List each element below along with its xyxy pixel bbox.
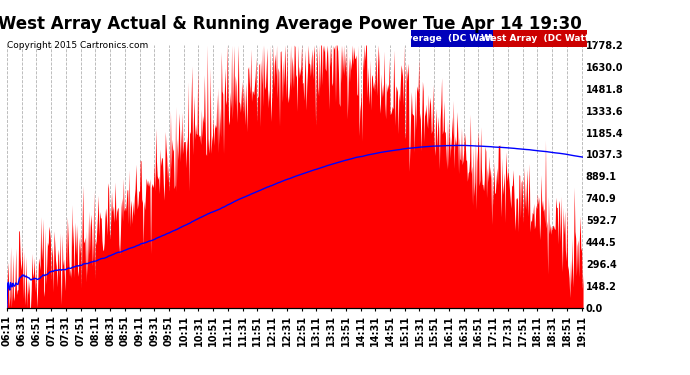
Text: Average  (DC Watts): Average (DC Watts) <box>400 34 504 43</box>
Text: Copyright 2015 Cartronics.com: Copyright 2015 Cartronics.com <box>7 41 148 50</box>
Text: West Array  (DC Watts): West Array (DC Watts) <box>481 34 599 43</box>
Text: West Array Actual & Running Average Power Tue Apr 14 19:30: West Array Actual & Running Average Powe… <box>0 15 582 33</box>
